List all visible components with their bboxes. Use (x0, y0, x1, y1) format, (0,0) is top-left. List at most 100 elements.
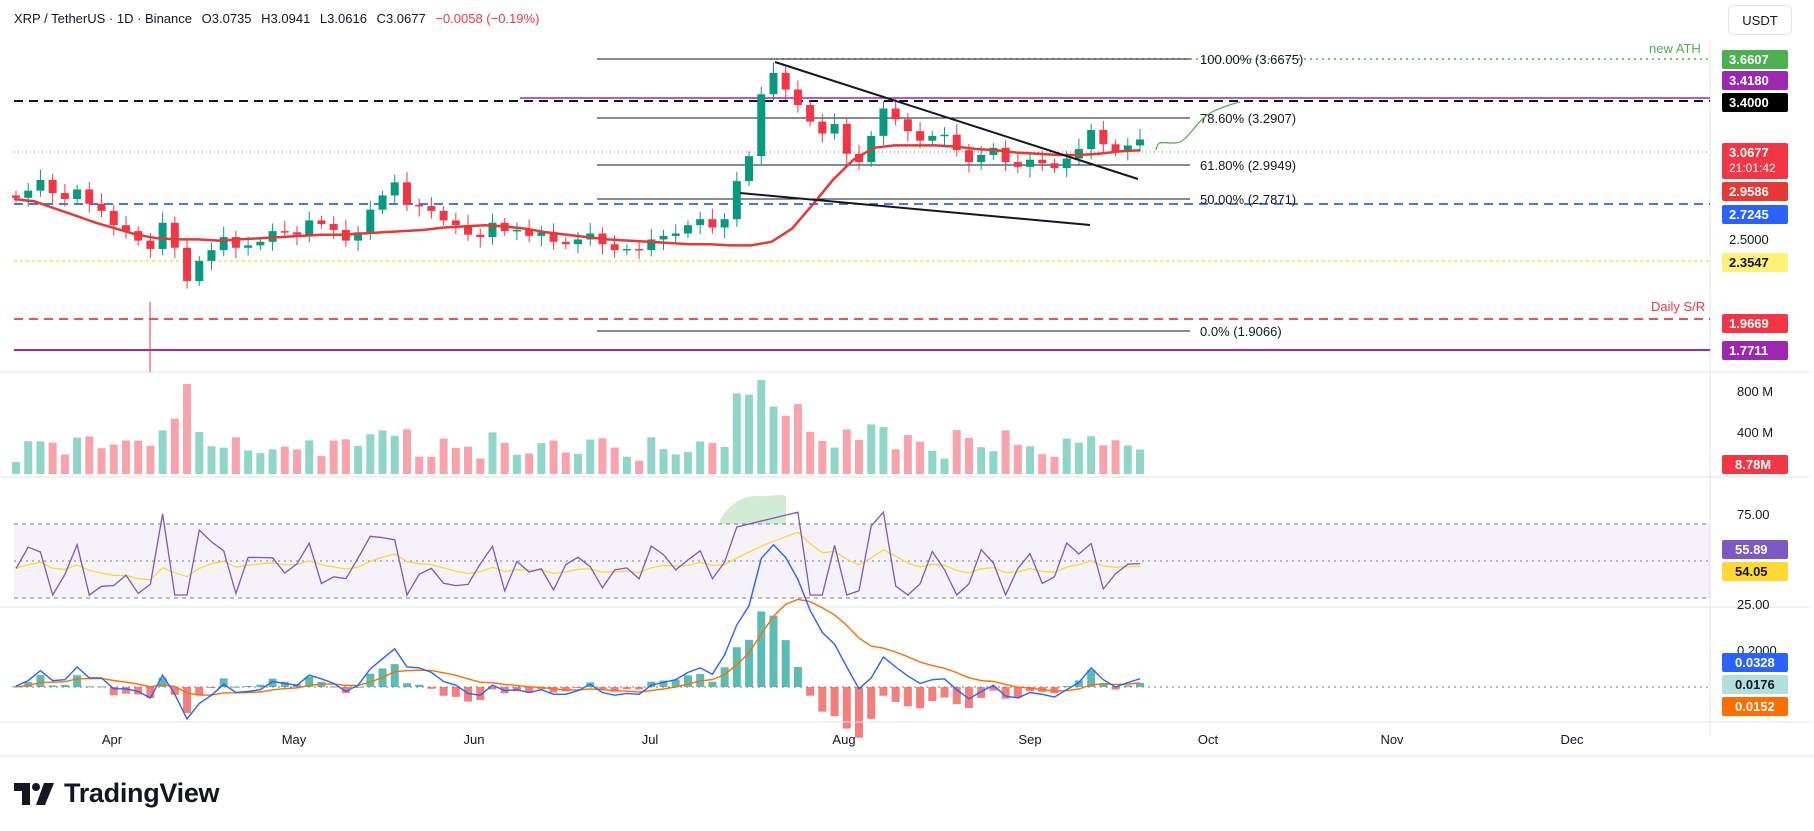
rsi-value: 55.89 (1735, 542, 1768, 557)
candle (73, 189, 82, 199)
macd-histogram-bar (231, 686, 240, 688)
price-level-badge (1722, 253, 1788, 272)
volume-bar (537, 443, 546, 474)
volume-bar (476, 458, 485, 474)
price-level-badge (1722, 182, 1788, 201)
volume-bar (1062, 438, 1071, 474)
macd-histogram-bar (855, 687, 863, 738)
time-axis-label: Jul (642, 732, 659, 747)
candle (793, 89, 802, 105)
volume-bar (781, 415, 790, 474)
open-value: 3.0735 (211, 11, 252, 26)
rsi-ma-value: 54.05 (1735, 564, 1768, 579)
candle (989, 147, 998, 155)
volume-bar (268, 449, 277, 474)
volume-bar (757, 380, 766, 474)
candle (916, 131, 925, 141)
candle (195, 260, 204, 282)
volume-bar (415, 456, 424, 474)
open-label: O (201, 11, 212, 26)
candle (183, 247, 192, 282)
macd-histogram-bar (781, 640, 790, 687)
macd-histogram-bar (207, 687, 216, 688)
candle (1087, 129, 1096, 150)
macd-histogram-bar (745, 639, 754, 687)
candle (451, 220, 460, 226)
candle (818, 121, 827, 134)
currency-button[interactable]: USDT (1728, 5, 1792, 35)
symbol-title[interactable]: XRP / TetherUS · 1D · Binance (14, 11, 192, 26)
time-axis-label: May (282, 732, 307, 747)
rsi-line (15, 510, 1141, 597)
macd-histogram-bar (830, 687, 839, 717)
macd-histogram-bar (183, 687, 192, 713)
tradingview-logo[interactable]: TradingView (14, 778, 220, 809)
candle (427, 206, 436, 211)
macd-histogram-bar (73, 675, 82, 687)
close-label: C (376, 11, 386, 26)
fib-level-label: 50.00% (2.7871) (1200, 192, 1296, 207)
macd-histogram-bar (402, 683, 411, 687)
macd-histogram-bar (341, 687, 350, 694)
volume-bar (1087, 436, 1096, 474)
macd-histogram-group (12, 611, 1144, 738)
price-level-value: 2.7245 (1729, 207, 1769, 222)
volume-bar (354, 445, 363, 474)
macd-histogram-bar (146, 687, 155, 699)
volume-bar (855, 439, 863, 474)
macd-histogram-bar (354, 686, 363, 688)
volume-bar (903, 435, 912, 474)
volume-bar (842, 429, 851, 474)
volume-bar (952, 430, 961, 474)
volume-bar (293, 449, 301, 474)
low-value: 3.0616 (327, 11, 367, 26)
candle (488, 222, 497, 238)
candle (280, 231, 289, 233)
macd-histogram-bar (280, 681, 289, 687)
volume-bar (696, 441, 705, 474)
volume-bar (183, 384, 192, 474)
volume-bar (207, 446, 216, 474)
candle (366, 209, 375, 233)
macd-histogram-bar (683, 675, 692, 687)
volume-bar (598, 438, 607, 474)
volume-bar (818, 441, 827, 474)
price-level-value: 1.7711 (1729, 343, 1768, 358)
candle (928, 135, 937, 141)
volume-bar (1099, 445, 1108, 474)
candle (415, 204, 424, 207)
macd-histogram-bar (891, 687, 900, 702)
volume-bar (170, 418, 179, 474)
price-level-badge (1722, 93, 1788, 112)
candle (769, 72, 778, 95)
volume-bar (341, 439, 350, 474)
macd-histogram-bar (1087, 670, 1096, 687)
candles-group (12, 62, 1144, 289)
candle (745, 156, 754, 182)
volume-bar (195, 431, 204, 474)
volume-bar (439, 438, 448, 474)
volume-bar (622, 456, 631, 474)
volume-group (12, 380, 1144, 474)
candle (231, 237, 240, 248)
close-value: 3.0677 (385, 11, 426, 26)
macd-histogram-bar (366, 673, 375, 687)
candle (24, 190, 33, 198)
candle (354, 232, 363, 241)
brand-name: TradingView (64, 778, 220, 808)
price-level-value: 3.4180 (1729, 73, 1769, 88)
candle (647, 239, 656, 251)
macd-histogram-bar (195, 687, 204, 696)
macd-value: 0.0328 (1735, 655, 1775, 670)
volume-bar (317, 456, 326, 474)
price-level-badge (1722, 71, 1788, 90)
fib-level-label: 78.60% (3.2907) (1200, 111, 1296, 126)
macd-histogram-bar (24, 682, 33, 687)
macd-histogram-bar (476, 687, 485, 701)
macd-histogram-bar (549, 687, 558, 693)
time-axis-label: Nov (1380, 732, 1404, 747)
macd-histogram-bar (610, 687, 619, 692)
time-axis-label: Sep (1018, 732, 1041, 747)
candle (1026, 159, 1035, 167)
